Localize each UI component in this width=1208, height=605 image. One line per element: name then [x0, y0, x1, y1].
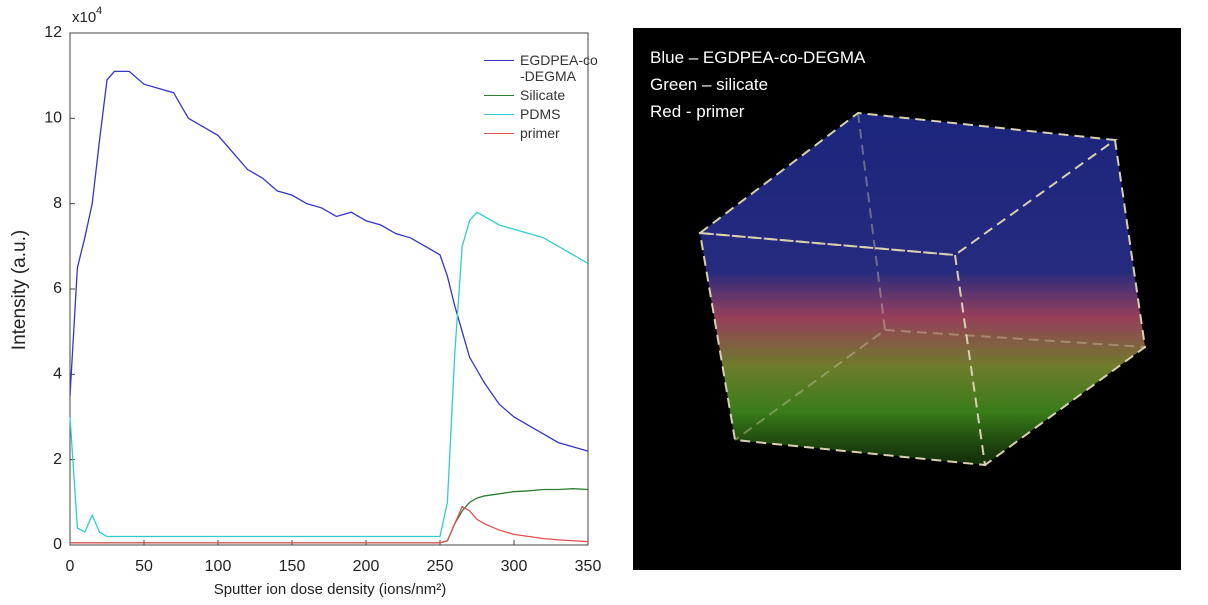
cube-edges [697, 111, 1147, 467]
x-tick-label: 0 [66, 558, 75, 575]
legend-swatch [484, 133, 514, 134]
legend-label: PDMS [520, 106, 561, 122]
x-tick-label: 250 [427, 558, 454, 575]
y-tick-label: 0 [53, 536, 62, 553]
series-line [70, 488, 589, 544]
x-tick-label: 350 [575, 558, 602, 575]
cube-volume [700, 113, 1145, 465]
x-tick-label: 200 [353, 558, 380, 575]
x-tick-label: 150 [279, 558, 306, 575]
y-tick-label: 8 [53, 195, 62, 212]
legend-entry: PDMS [484, 106, 598, 122]
y-axis-label: Intensity (a.u.) [9, 230, 30, 350]
legend-label: primer [520, 125, 560, 141]
x-tick-label: 100 [205, 558, 232, 575]
series-line [69, 70, 589, 452]
image-annotation: Blue – EGDPEA-co-DEGMA [650, 48, 866, 67]
y-tick-label: 6 [53, 280, 62, 297]
legend-swatch [484, 60, 514, 61]
y-tick-label: 2 [53, 451, 62, 468]
legend-entry: primer [484, 125, 598, 141]
legend-label: EGDPEA-co -DEGMA [520, 52, 598, 84]
legend-swatch [484, 114, 514, 115]
image-annotation: Green – silicate [650, 75, 769, 94]
series-line [69, 211, 589, 538]
legend-swatch [484, 95, 514, 96]
x-axis-label: Sputter ion dose density (ions/nm²) [214, 581, 447, 598]
legend: EGDPEA-co -DEGMA Silicate PDMS primer [484, 52, 598, 144]
y-multiplier-exponent: 4 [96, 5, 102, 17]
y-multiplier: x10 [72, 9, 96, 26]
x-tick-label: 300 [501, 558, 528, 575]
x-tick-label: 50 [135, 558, 153, 575]
legend-entry: Silicate [484, 87, 598, 103]
legend-label: Silicate [520, 87, 566, 103]
image-annotation: Red - primer [650, 102, 745, 121]
y-tick-label: 12 [44, 24, 62, 41]
legend-entry: EGDPEA-co -DEGMA [484, 52, 598, 84]
y-tick-label: 10 [44, 110, 62, 127]
image-annotations: Blue – EGDPEA-co-DEGMA Green – silicate Re… [650, 44, 865, 125]
series-line [70, 505, 589, 544]
y-tick-label: 4 [53, 366, 62, 383]
